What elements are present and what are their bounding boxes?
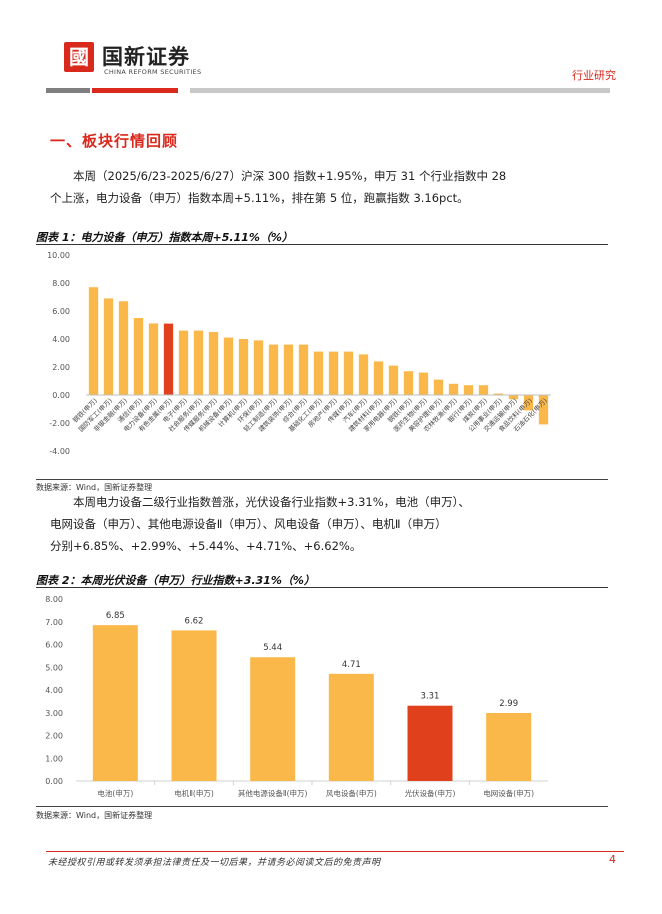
bar (208, 332, 219, 395)
y-tick-label: 5.00 (45, 663, 63, 672)
section-title: 一、板块行情回顾 (50, 132, 179, 150)
bar (253, 340, 264, 395)
bar (358, 354, 369, 395)
bar (508, 395, 519, 400)
bar (171, 630, 217, 781)
bar (373, 361, 384, 395)
figure-2-chart: 8.00 7.00 6.00 5.00 4.00 3.00 2.00 1.00 0.00 6.85… (45, 595, 548, 798)
figure-1-source: 数据来源：Wind，国新证券整理 (36, 483, 153, 492)
bar (298, 344, 309, 395)
bar (388, 365, 399, 395)
footer-rule (46, 851, 624, 852)
x-tick-label: 电机Ⅱ(申万) (174, 788, 214, 798)
figure-2-rule (36, 587, 608, 588)
figure-1-title: 图表 1：电力设备（申万）指数本周+5.11%（%） (36, 231, 293, 244)
page-number: 4 (609, 853, 616, 866)
bar (163, 323, 174, 395)
paragraph-2: 本周电力设备二级行业指数普涨，光伏设备行业指数+3.31%，电池（申万）、 电网… (50, 491, 470, 557)
header-bar-red (92, 88, 178, 93)
y-tick-label: -2.00 (49, 419, 70, 428)
bar (92, 625, 138, 781)
x-tick-label: 其他电源设备Ⅱ(申万) (238, 788, 308, 798)
bar (478, 385, 489, 395)
y-tick-label: 4.00 (52, 335, 70, 344)
y-tick-label: 6.00 (52, 307, 70, 316)
bar (433, 379, 444, 395)
data-label: 6.62 (185, 616, 204, 626)
bar (283, 344, 294, 395)
bar (313, 351, 324, 395)
logo-mark: 國 (64, 42, 94, 72)
x-tick-label: 电网设备(申万) (483, 788, 534, 798)
logo-subtext: CHINA REFORM SECURITIES (104, 68, 202, 76)
report-category: 行业研究 (572, 69, 616, 82)
y-tick-label: 2.00 (52, 363, 70, 372)
bar (463, 385, 474, 395)
bar (88, 287, 99, 395)
bar (250, 657, 296, 781)
x-tick-label: 电池(申万) (97, 788, 133, 798)
bar (118, 301, 129, 395)
data-label: 4.71 (342, 660, 361, 670)
figure-1-source-rule (36, 479, 608, 480)
figure-1-chart: 10.008.006.004.002.000.00-2.00-4.00钢铁(申万… (47, 251, 551, 456)
paragraph-line: 本周电力设备二级行业指数普涨，光伏设备行业指数+3.31%，电池（申万）、 (73, 495, 470, 509)
y-tick-label: 3.00 (45, 709, 63, 718)
header-bar-light (190, 88, 610, 93)
data-label: 5.44 (263, 643, 282, 653)
figure-1-rule (36, 244, 608, 245)
y-tick-label: -4.00 (49, 447, 70, 456)
y-tick-label: 0.00 (45, 777, 63, 786)
header-bar-dark (46, 88, 90, 93)
y-tick-label: 8.00 (45, 595, 63, 604)
bar (238, 339, 249, 395)
y-tick-label: 6.00 (45, 641, 63, 650)
bar (448, 383, 459, 395)
y-tick-label: 10.00 (47, 251, 70, 260)
y-tick-label: 2.00 (45, 732, 63, 741)
bar (268, 344, 279, 395)
figure-2-source-rule (36, 806, 608, 807)
x-tick-label: 风电设备(申万) (326, 788, 377, 798)
bar (493, 393, 504, 395)
paragraph-line: 分别+6.85%、+2.99%、+5.44%、+4.71%、+6.62%。 (50, 539, 362, 553)
bar (148, 323, 159, 395)
y-tick-label: 7.00 (45, 618, 63, 627)
bar (407, 705, 453, 781)
logo-text: 国新证券 (102, 45, 190, 69)
figure-2-source: 数据来源：Wind，国新证券整理 (36, 811, 153, 820)
paragraph-line: 电网设备（申万）、其他电源设备Ⅱ（申万）、风电设备（申万）、电机Ⅱ（申万） (50, 517, 447, 531)
bar (223, 337, 234, 395)
y-tick-label: 8.00 (52, 279, 70, 288)
figure-2-title: 图表 2：本周光伏设备（申万）行业指数+3.31%（%） (36, 574, 315, 587)
data-label: 6.85 (106, 611, 125, 621)
bar (178, 330, 189, 395)
bar (328, 351, 339, 395)
y-tick-label: 1.00 (45, 754, 63, 763)
y-tick-label: 0.00 (52, 391, 70, 400)
bar (133, 318, 144, 395)
bar (103, 298, 114, 395)
y-tick-label: 4.00 (45, 686, 63, 695)
bar (538, 395, 549, 425)
bar (418, 372, 429, 395)
data-label: 2.99 (499, 699, 518, 709)
bar (403, 371, 414, 395)
bar (486, 712, 532, 781)
paragraph-1: 本周（2025/6/23-2025/6/27）沪深 300 指数+1.95%，申… (50, 165, 506, 209)
paragraph-line: 个上涨，电力设备（申万）指数本周+5.11%，排在第 5 位，跑赢指数 3.16… (50, 191, 469, 205)
data-label: 3.31 (421, 692, 440, 702)
bar (523, 395, 534, 411)
x-tick-label: 光伏设备(申万) (405, 788, 456, 798)
bar (343, 351, 354, 395)
footer-disclaimer: 未经授权引用或转发须承担法律责任及一切后果，并请务必阅读文后的免责声明 (48, 858, 381, 868)
paragraph-line: 本周（2025/6/23-2025/6/27）沪深 300 指数+1.95%，申… (73, 169, 507, 183)
bar (193, 330, 204, 395)
bar (328, 673, 374, 781)
